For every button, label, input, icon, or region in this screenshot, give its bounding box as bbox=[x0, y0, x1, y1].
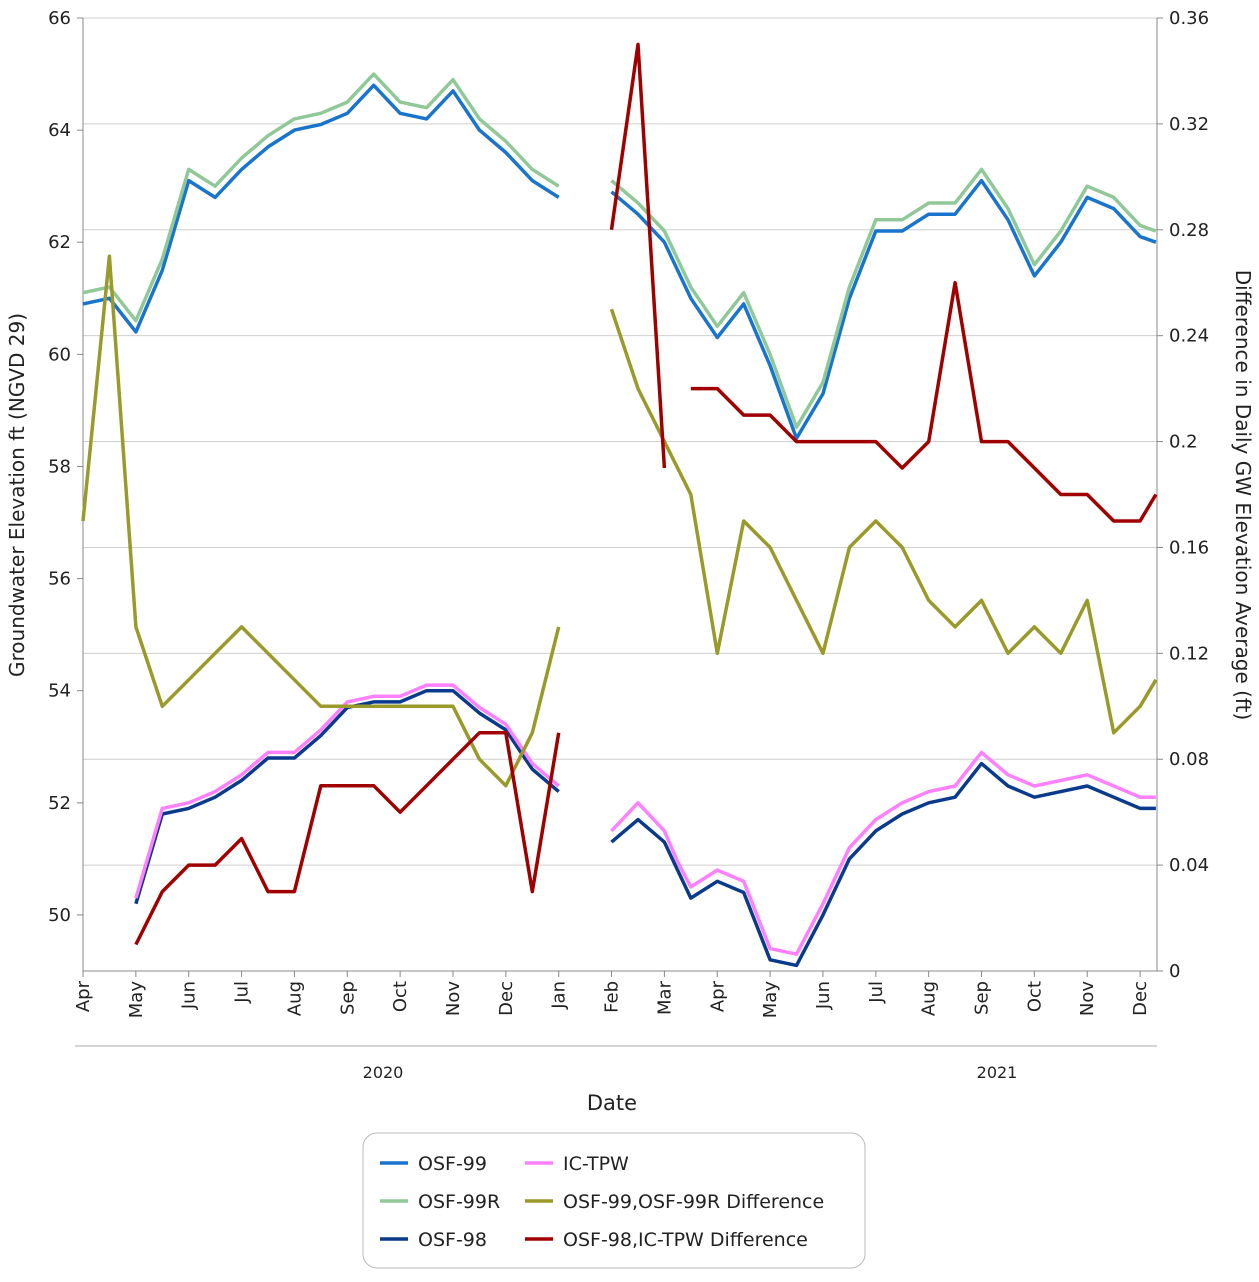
year-label: 2020 bbox=[363, 1063, 404, 1082]
series-line bbox=[134, 688, 1156, 968]
y2-tick-label: 0.08 bbox=[1169, 749, 1209, 770]
x-tick-label: Aug bbox=[284, 981, 305, 1016]
x-tick-label: Jun bbox=[813, 981, 834, 1010]
y2-tick-label: 0.16 bbox=[1169, 537, 1209, 558]
x-tick-label: Apr bbox=[707, 980, 728, 1012]
x-tick-label: Jan bbox=[549, 981, 570, 1010]
x-tick-label: Jun bbox=[179, 981, 200, 1010]
legend-box bbox=[362, 1132, 866, 1269]
year-label: 2021 bbox=[977, 1063, 1018, 1082]
y-tick-label: 52 bbox=[48, 793, 71, 814]
y-tick-label: 62 bbox=[48, 232, 71, 253]
legend-label: OSF-98 bbox=[418, 1229, 487, 1251]
y2-tick-label: 0.32 bbox=[1169, 114, 1209, 135]
y2-axis-title: Difference in Daily GW Elevation Average… bbox=[1231, 270, 1255, 721]
y2-tick-label: 0 bbox=[1169, 961, 1180, 982]
x-tick-label: Sep bbox=[337, 981, 358, 1015]
x-tick-label: Nov bbox=[443, 981, 464, 1016]
x-tick-label: Aug bbox=[919, 981, 940, 1016]
series-line bbox=[81, 254, 1158, 788]
legend-label: OSF-98,IC-TPW Difference bbox=[563, 1229, 808, 1251]
x-tick-label: Apr bbox=[73, 980, 94, 1012]
x-tick-label: May bbox=[760, 981, 781, 1019]
y-tick-label: 66 bbox=[48, 8, 71, 29]
y2-tick-label: 0.2 bbox=[1169, 432, 1198, 453]
legend-label: OSF-99 bbox=[418, 1153, 487, 1175]
series-line bbox=[134, 683, 1156, 956]
x-tick-label: Mar bbox=[654, 980, 675, 1015]
x-axis-title: Date bbox=[587, 1091, 637, 1115]
series-line bbox=[82, 83, 1157, 441]
y-tick-label: 54 bbox=[48, 681, 71, 702]
legend-label: OSF-99R bbox=[418, 1191, 500, 1213]
x-tick-label: Feb bbox=[602, 981, 623, 1013]
x-tick-label: May bbox=[126, 981, 147, 1019]
y-tick-label: 58 bbox=[48, 456, 71, 477]
y-axis-title: Groundwater Elevation ft (NGVD 29) bbox=[5, 313, 29, 677]
x-tick-label: Oct bbox=[390, 981, 411, 1012]
x-tick-label: Jul bbox=[866, 981, 887, 1004]
y-tick-label: 64 bbox=[48, 120, 71, 141]
legend-label: OSF-99,OSF-99R Difference bbox=[563, 1191, 824, 1213]
y2-tick-label: 0.04 bbox=[1169, 855, 1209, 876]
y-tick-label: 50 bbox=[48, 905, 71, 926]
x-tick-label: Sep bbox=[972, 981, 993, 1015]
x-tick-label: Dec bbox=[496, 981, 517, 1016]
y2-tick-label: 0.24 bbox=[1169, 326, 1209, 347]
y2-tick-label: 0.12 bbox=[1169, 643, 1209, 664]
series-line bbox=[134, 42, 1158, 946]
series-line bbox=[82, 72, 1157, 429]
y2-tick-label: 0.36 bbox=[1169, 8, 1209, 29]
x-tick-label: Dec bbox=[1130, 981, 1151, 1016]
y-tick-label: 60 bbox=[48, 344, 71, 365]
x-tick-label: Jul bbox=[232, 981, 253, 1004]
y2-tick-label: 0.28 bbox=[1169, 220, 1209, 241]
y-tick-label: 56 bbox=[48, 569, 71, 590]
legend-label: IC-TPW bbox=[563, 1153, 629, 1175]
x-tick-label: Nov bbox=[1077, 981, 1098, 1016]
x-tick-label: Oct bbox=[1024, 981, 1045, 1012]
